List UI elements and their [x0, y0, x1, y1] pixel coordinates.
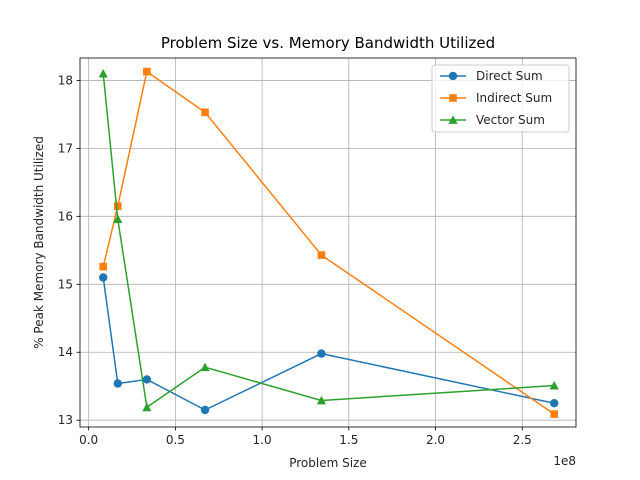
data-point — [99, 273, 108, 282]
x-tick-label: 0.5 — [166, 433, 185, 447]
x-axis-offset-label: 1e8 — [553, 454, 576, 468]
legend-marker — [448, 71, 458, 81]
y-ticks: 13 14 15 16 17 18 — [58, 73, 80, 427]
legend-marker — [449, 94, 457, 102]
data-point — [113, 379, 122, 388]
y-tick-label: 15 — [58, 277, 73, 291]
series-line — [102, 277, 555, 411]
plot-frame — [79, 57, 577, 428]
data-point — [113, 202, 122, 210]
y-tick-label: 16 — [58, 209, 73, 223]
y-tick-label: 18 — [58, 73, 73, 87]
data-point — [99, 262, 108, 271]
legend-label: Vector Sum — [476, 113, 545, 127]
data-point — [142, 375, 152, 384]
legend-item: Indirect Sum — [440, 91, 552, 105]
legend-label: Indirect Sum — [476, 91, 552, 105]
legend-item: Vector Sum — [440, 113, 545, 127]
grid — [80, 58, 576, 427]
legend: Direct Sum Indirect Sum Vector Sum — [431, 64, 570, 133]
x-tick-label: 1.0 — [253, 433, 272, 447]
y-axis-label: % Peak Memory Bandwidth Utilized — [32, 136, 46, 349]
y-tick-label: 13 — [58, 413, 73, 427]
series-vector-sum — [98, 69, 559, 412]
data-point — [550, 410, 559, 418]
data-point — [549, 380, 559, 390]
series-direct-sum — [99, 273, 559, 415]
data-point — [113, 214, 123, 223]
legend-label: Direct Sum — [476, 69, 543, 83]
y-tick-label: 14 — [58, 345, 73, 359]
x-tick-label: 2.0 — [426, 433, 445, 447]
data-point — [550, 399, 559, 408]
data-point — [201, 108, 209, 117]
legend-item: Direct Sum — [440, 69, 543, 83]
series-line — [102, 70, 555, 415]
data-point — [142, 402, 152, 412]
x-tick-label: 1.5 — [339, 433, 358, 447]
legend-marker — [448, 115, 458, 124]
data-point — [317, 251, 326, 259]
x-tick-label: 0.0 — [79, 433, 98, 447]
series-indirect-sum — [99, 67, 559, 418]
data-point — [200, 405, 210, 415]
data-point — [143, 67, 151, 76]
data-point — [98, 69, 108, 78]
data-point — [317, 349, 326, 358]
series-line — [102, 73, 555, 409]
data-point — [200, 362, 210, 372]
x-axis-label: Problem Size — [289, 456, 367, 470]
x-ticks: 0.0 0.5 1.0 1.5 2.0 2.5 — [79, 427, 532, 447]
chart-title: Problem Size vs. Memory Bandwidth Utiliz… — [161, 34, 495, 52]
y-tick-label: 17 — [58, 141, 73, 155]
series-layer — [98, 67, 559, 418]
x-tick-label: 2.5 — [513, 433, 532, 447]
legend-box — [431, 64, 570, 133]
data-point — [316, 395, 327, 405]
